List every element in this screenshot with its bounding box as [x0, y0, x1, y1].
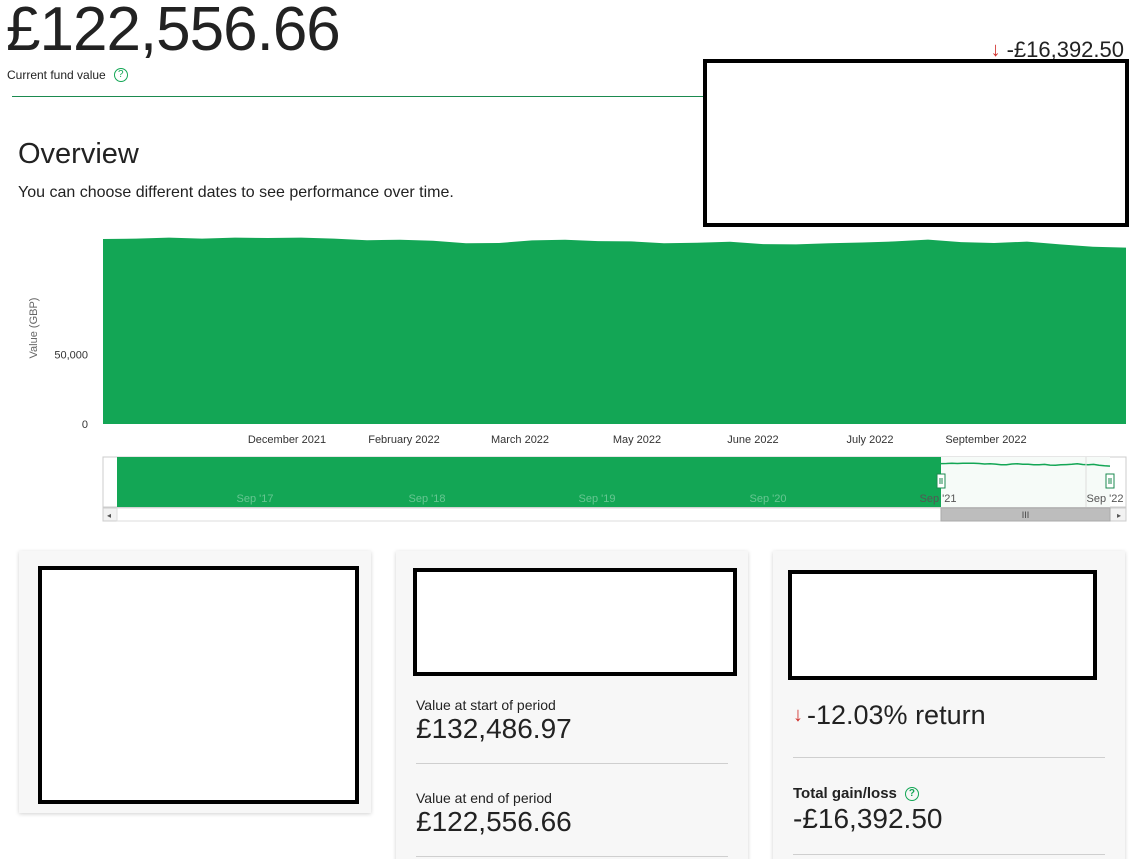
- scroll-left-arrow-icon[interactable]: ◂: [107, 511, 111, 520]
- x-tick-label: March 2022: [491, 434, 549, 446]
- navigator-tick-label: Sep '20: [750, 493, 787, 505]
- return-text: -12.03% return: [807, 700, 986, 730]
- redacted-block: [703, 59, 1129, 227]
- fund-label-text: Current fund value: [7, 68, 106, 82]
- x-tick-label: December 2021: [248, 434, 326, 446]
- performance-chart: Value (GBP) 0 50,000 December 2021 February …: [0, 230, 1130, 530]
- scrollbar-track-empty: [116, 507, 942, 522]
- total-gain-loss-label: Total gain/loss ?: [793, 785, 919, 802]
- x-tick-label: September 2022: [945, 434, 1026, 446]
- navigator-selected-range[interactable]: [941, 457, 1110, 507]
- start-value: £132,486.97: [416, 713, 572, 744]
- y-tick-label: 50,000: [54, 350, 88, 362]
- arrow-down-icon: ↓: [793, 704, 803, 726]
- navigator-history-area: [117, 457, 941, 507]
- y-axis-title: Value (GBP): [28, 298, 40, 359]
- fund-change: ↓ -£16,392.50: [991, 37, 1124, 63]
- end-value: £122,556.66: [416, 806, 572, 837]
- navigator-tick-label: Sep '17: [237, 493, 274, 505]
- current-fund-value-label: Current fund value ?: [7, 68, 128, 82]
- card-divider: [793, 854, 1105, 855]
- y-tick-label: 0: [82, 419, 88, 431]
- card-divider: [793, 757, 1105, 758]
- period-values-card: Value at start of period £132,486.97 Val…: [396, 551, 748, 859]
- return-summary: ↓ -12.03% return: [793, 700, 986, 731]
- navigator-tick-label: Sep '18: [409, 493, 446, 505]
- header-divider: [12, 96, 712, 97]
- redacted-block: [38, 566, 359, 804]
- navigator-mini-line: [940, 462, 1111, 467]
- x-tick-label: June 2022: [727, 434, 778, 446]
- navigator-handle-right[interactable]: [1105, 473, 1115, 489]
- gain-label-text: Total gain/loss: [793, 785, 897, 802]
- scrollbar-grip-icon: III: [1022, 510, 1030, 520]
- question-circle-icon[interactable]: ?: [904, 786, 919, 801]
- x-tick-label: May 2022: [613, 434, 661, 446]
- overview-subtitle: You can choose different dates to see pe…: [18, 184, 454, 201]
- navigator-tick-label: Sep '22: [1087, 493, 1124, 505]
- summary-card-left: [19, 551, 371, 813]
- scrollbar-thumb[interactable]: [940, 507, 1111, 522]
- card-divider: [416, 856, 728, 857]
- scroll-right-arrow-icon[interactable]: ▸: [1117, 511, 1121, 520]
- area-series: [103, 237, 1126, 424]
- question-circle-icon[interactable]: ?: [113, 68, 128, 82]
- chart-svg: Value (GBP) 0 50,000 December 2021 February …: [28, 237, 1127, 522]
- card-divider: [416, 763, 728, 764]
- fund-change-value: -£16,392.50: [1006, 37, 1124, 62]
- total-gain-loss-value: -£16,392.50: [793, 803, 943, 834]
- x-tick-label: July 2022: [846, 434, 893, 446]
- return-card: ↓ -12.03% return Total gain/loss ? -£16,…: [773, 551, 1125, 859]
- x-tick-label: February 2022: [368, 434, 440, 446]
- current-fund-value: £122,556.66: [6, 0, 341, 64]
- overview-title: Overview: [18, 138, 139, 170]
- redacted-block: [788, 570, 1097, 680]
- navigator-tick-label: Sep '19: [579, 493, 616, 505]
- start-value-label: Value at start of period: [416, 697, 556, 713]
- redacted-block: [413, 568, 737, 676]
- end-value-label: Value at end of period: [416, 790, 552, 806]
- navigator-tick-label: Sep '21: [920, 493, 957, 505]
- navigator-handle-left[interactable]: [936, 473, 946, 489]
- arrow-down-icon: ↓: [990, 38, 1001, 61]
